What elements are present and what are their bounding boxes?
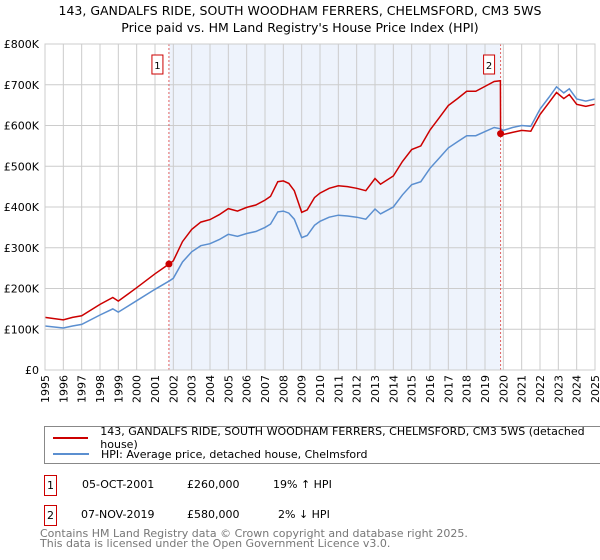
x-tick-label: 2009 — [296, 375, 309, 403]
x-tick-label: 1999 — [112, 375, 125, 403]
x-tick-label: 2013 — [369, 375, 382, 403]
x-tick-label: 2001 — [149, 375, 162, 403]
x-tick-label: 2014 — [387, 375, 400, 403]
footer-copyright: Contains HM Land Registry data © Crown c… — [40, 527, 468, 540]
x-tick-label: 2017 — [442, 375, 455, 403]
footer: Contains HM Land Registry data © Crown c… — [40, 527, 468, 550]
sale-label: 2 — [486, 61, 492, 72]
sale-hpi-diff: 19% ↑ HPI — [273, 478, 332, 491]
plot-border — [44, 43, 596, 371]
chart-subtitle: Price paid vs. HM Land Registry's House … — [121, 20, 479, 35]
x-tick-label: 2021 — [516, 375, 529, 403]
x-tick-label: 2025 — [589, 375, 600, 403]
x-tick-label: 2018 — [461, 375, 474, 403]
legend: 143, GANDALFS RIDE, SOUTH WOODHAM FERRER… — [44, 425, 600, 464]
legend-item-property: 143, GANDALFS RIDE, SOUTH WOODHAM FERRER… — [53, 425, 600, 451]
sale-date: 07-NOV-2019 — [81, 508, 155, 521]
x-tick-label: 2011 — [332, 375, 345, 403]
sale-price: £260,000 — [187, 478, 240, 491]
sale-hpi-diff: 2% ↓ HPI — [278, 508, 330, 521]
x-tick-label: 2019 — [479, 375, 492, 403]
x-tick-label: 2007 — [259, 375, 272, 403]
x-tick-label: 2000 — [131, 375, 144, 403]
x-tick-label: 2024 — [571, 375, 584, 403]
y-tick-label: £500K — [4, 160, 40, 173]
x-tick-label: 1996 — [57, 375, 70, 403]
sale-marker-badge: 1 — [44, 475, 57, 496]
x-tick-label: 1995 — [39, 375, 52, 403]
legend-swatch-red — [53, 437, 89, 439]
x-tick-label: 2003 — [186, 375, 199, 403]
x-tick-label: 2004 — [204, 375, 217, 403]
sale-point — [497, 130, 505, 138]
x-tick-label: 1998 — [94, 375, 107, 403]
legend-item-hpi: HPI: Average price, detached house, Chel… — [53, 447, 367, 461]
y-tick-label: £400K — [4, 201, 40, 214]
x-tick-label: 2008 — [277, 375, 290, 403]
sale-marker-badge: 2 — [44, 505, 57, 526]
sale-label-box — [483, 54, 496, 75]
price-series-line — [44, 79, 596, 321]
hpi-series-line — [44, 85, 596, 329]
y-tick-label: £0 — [25, 364, 39, 377]
x-tick-label: 2022 — [534, 375, 547, 403]
sale-label-box — [151, 54, 164, 75]
legend-swatch-blue — [53, 453, 89, 455]
x-tick-label: 2020 — [497, 375, 510, 403]
x-tick-label: 2016 — [424, 375, 437, 403]
y-tick-label: £300K — [4, 242, 40, 255]
x-tick-label: 2015 — [406, 375, 419, 403]
sale-date: 05-OCT-2001 — [82, 478, 155, 491]
sale-point — [165, 260, 173, 268]
y-tick-label: £700K — [4, 79, 40, 92]
chart-title: 143, GANDALFS RIDE, SOUTH WOODHAM FERRER… — [58, 3, 542, 18]
x-tick-label: 2012 — [351, 375, 364, 403]
x-tick-label: 2010 — [314, 375, 327, 403]
x-tick-label: 2006 — [241, 375, 254, 403]
x-tick-label: 2023 — [552, 375, 565, 403]
sale-label: 1 — [154, 61, 160, 72]
footer-licence: This data is licensed under the Open Gov… — [40, 537, 391, 550]
x-tick-label: 2005 — [222, 375, 235, 403]
legend-label: 143, GANDALFS RIDE, SOUTH WOODHAM FERRER… — [100, 425, 585, 451]
y-tick-label: £200K — [4, 283, 40, 296]
y-tick-label: £100K — [4, 323, 40, 336]
sale-price: £580,000 — [187, 508, 240, 521]
y-tick-label: £600K — [4, 120, 40, 133]
line-chart: 1995 1996 1997 1998 1999 2000 2001 2002 2003 2004… — [4, 38, 600, 403]
y-tick-label: £800K — [4, 38, 40, 51]
x-tick-label: 1997 — [76, 375, 89, 403]
legend-label: HPI: Average price, detached house, Chel… — [101, 447, 368, 461]
x-tick-label: 2002 — [167, 375, 180, 403]
